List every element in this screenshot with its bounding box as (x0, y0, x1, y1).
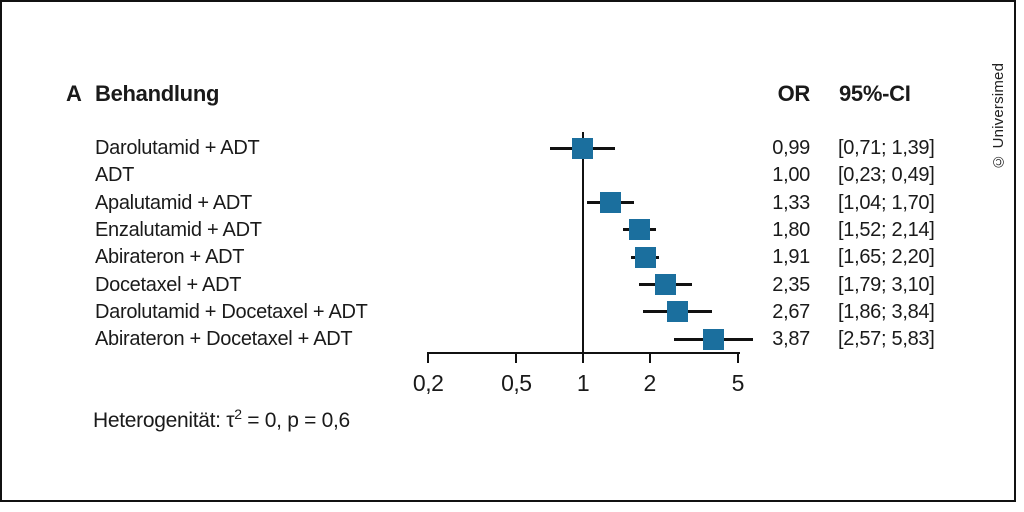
x-axis-tick-label: 0,5 (501, 370, 532, 396)
ci-value: [1,65; 2,20] (838, 246, 935, 269)
ci-value: [1,86; 3,84] (838, 300, 935, 323)
treatment-label: Abirateron + Docetaxel + ADT (95, 328, 353, 351)
ci-value: [1,52; 2,14] (838, 218, 935, 241)
copyright-credit: © Universimed (990, 62, 1007, 170)
ci-value: [0,71; 1,39] (838, 137, 935, 159)
or-column-header: OR (777, 81, 811, 106)
panel-label: A (66, 81, 82, 106)
heterogeneity-text: Heterogenität: τ (93, 409, 235, 432)
or-marker-square (702, 328, 724, 350)
ci-column-header: 95%-CI (839, 81, 911, 106)
or-marker-square (634, 246, 656, 268)
or-marker-square (629, 219, 651, 241)
treatment-label: Darolutamid + Docetaxel + ADT (95, 300, 368, 323)
x-axis-tick (427, 352, 430, 363)
or-value: 1,00 (772, 164, 810, 187)
treatment-column-header: Behandlung (95, 81, 220, 106)
x-axis-tick-label: 1 (576, 370, 590, 396)
or-marker-square (599, 192, 621, 214)
or-value: 2,67 (772, 300, 810, 323)
treatment-label: Docetaxel + ADT (95, 273, 242, 296)
ci-value: [0,23; 0,49] (838, 164, 935, 187)
or-value: 1,80 (772, 218, 810, 241)
heterogeneity-rest: = 0, p = 0,6 (241, 409, 350, 432)
ci-value: [1,79; 3,10] (838, 273, 935, 296)
reference-line (582, 132, 584, 354)
or-value: 1,33 (772, 191, 810, 214)
heterogeneity-sup: 2 (234, 406, 242, 422)
treatment-label: ADT (95, 164, 135, 187)
treatment-label: Enzalutamid + ADT (95, 218, 262, 241)
or-value: 2,35 (772, 273, 810, 296)
or-value: 3,87 (772, 328, 810, 351)
x-axis-tick-label: 2 (643, 370, 657, 396)
x-axis-tick (648, 352, 651, 363)
ci-value: [1,04; 1,70] (838, 191, 935, 214)
x-axis-tick (515, 352, 518, 363)
x-axis-tick-label: 0,2 (412, 370, 444, 396)
or-value: 0,99 (772, 137, 810, 159)
x-axis-tick (736, 352, 739, 363)
x-axis-tick (582, 352, 584, 363)
x-axis-tick-label: 5 (731, 370, 745, 396)
or-value: 1,91 (772, 246, 810, 269)
or-marker-square (654, 274, 676, 295)
ci-value: [2,57; 5,83] (838, 328, 935, 351)
heterogeneity-note: Heterogenität: τ2 = 0, p = 0,6 (93, 406, 350, 433)
treatment-label: Apalutamid + ADT (95, 191, 252, 214)
treatment-label: Abirateron + ADT (95, 246, 245, 269)
or-marker-square (666, 301, 688, 323)
or-marker-square (571, 137, 593, 159)
treatment-label: Darolutamid + ADT (95, 137, 260, 159)
chart-frame: A Behandlung OR 95%-CI Darolutamid + ADT… (0, 0, 1016, 502)
